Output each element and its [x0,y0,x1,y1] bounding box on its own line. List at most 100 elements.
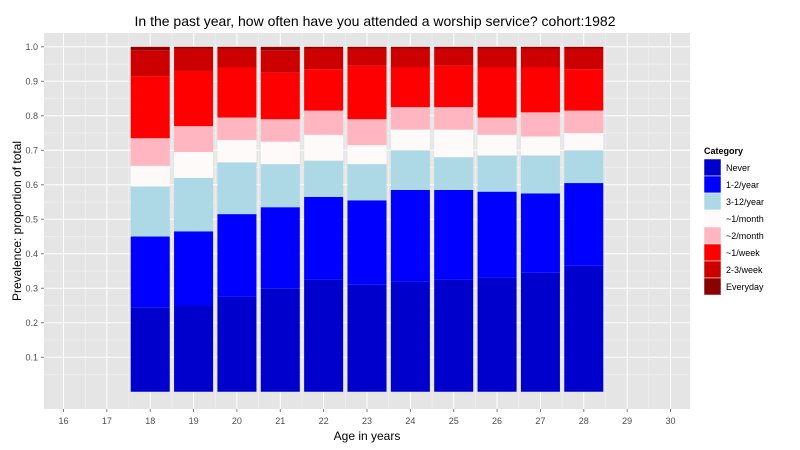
bar-segment [174,70,214,127]
bar-segment [304,48,344,70]
bar-segment [390,107,430,130]
x-tick-label: 25 [449,416,459,426]
bar-segment [434,46,474,49]
y-tick-label: 0.4 [25,249,38,259]
bar-segment [217,117,257,140]
bar-segment [520,67,560,113]
bar-segment [520,272,560,392]
bar-segment [260,288,300,392]
x-tick-label: 27 [535,416,545,426]
bar-segment [260,119,300,142]
bar-segment [520,112,560,137]
legend-label: 1-2/year [726,180,759,190]
legend-label: ~1/week [726,248,760,258]
x-tick-label: 19 [189,416,199,426]
bar-segment [217,162,257,215]
legend-label: Everyday [726,282,764,292]
bar-segment [130,138,170,166]
bar-segment [347,65,387,120]
y-tick-label: 0.9 [25,76,38,86]
bar-segment [217,48,257,68]
legend-label: ~2/month [726,231,764,241]
legend-label: 2-3/week [726,265,763,275]
bar-segment [477,46,517,49]
bar-segment [260,50,300,73]
y-tick-label: 0.8 [25,111,38,121]
legend-items: Never 1-2/year 3-12/year ~1/month ~2/month ~1… [703,158,764,296]
bar-segment [434,189,474,280]
bar-segment [130,76,170,139]
bar-segment [390,150,430,190]
y-tick-label: 0.1 [25,352,38,362]
bar-segment [130,165,170,187]
bar-segment [174,46,214,49]
x-tick-label: 21 [275,416,285,426]
bar-segment [520,48,560,68]
bar-segment [564,110,604,134]
legend-title: Category [704,146,743,156]
y-tick-label: 0.2 [25,318,38,328]
bar-segment [304,160,344,197]
bar-segment [260,72,300,120]
legend: Category Never 1-2/year 3-12/year ~1/month ~… [703,146,764,296]
bar-segment [390,46,430,49]
bar-segment [434,129,474,158]
bar-segment [347,164,387,201]
bar-segment [434,157,474,190]
bar-segment [434,107,474,130]
bar-segment [520,155,560,194]
legend-label: Never [726,163,750,173]
x-tick-label: 16 [59,416,69,426]
bar-segment [304,69,344,111]
bar-segment [434,65,474,108]
x-tick-label: 22 [319,416,329,426]
bar-segment [347,284,387,392]
legend-key [703,175,722,194]
x-tick-label: 18 [145,416,155,426]
x-tick-label: 30 [665,416,675,426]
bar-segment [477,117,517,135]
y-tick-label: 0.3 [25,283,38,293]
bar-segment [390,281,430,392]
x-tick-label: 29 [622,416,632,426]
legend-key [703,277,722,296]
legend-key [703,158,722,177]
x-axis-title: Age in years [334,429,401,443]
x-tick-label: 26 [492,416,502,426]
y-axis-title: Prevalence: proportion of total [10,141,24,301]
chart-title: In the past year, how often have you att… [135,13,616,29]
bar-segment [217,296,257,392]
bar-segment [174,177,214,232]
bar-segment [520,193,560,273]
x-tick-label: 28 [579,416,589,426]
bar-segment [477,277,517,392]
bar-segment [174,152,214,178]
legend-key [703,209,722,228]
x-tick-label: 17 [102,416,112,426]
bar-segment [477,48,517,68]
bar-segment [390,48,430,68]
bar-segment [347,48,387,66]
bar-segment [130,307,170,392]
bar-segment [520,46,560,49]
bar-segment [260,141,300,165]
bar-segment [304,110,344,135]
bar-segment [434,279,474,392]
x-tick-label: 24 [405,416,415,426]
bar-segment [260,46,300,51]
bar-segment [347,200,387,285]
bar-segment [217,139,257,163]
y-axis: 0.1 0.2 0.3 0.4 0.5 0.6 0.7 0.8 0.9 1.0 [25,42,44,362]
bar-segment [477,134,517,156]
bar-segment [304,279,344,392]
bar-segment [174,126,214,153]
legend-label: 3-12/year [726,197,764,207]
bar-segment [564,183,604,266]
legend-key [703,192,722,211]
bar-segment [434,48,474,66]
bar-segment [564,133,604,151]
bar-segment [260,164,300,208]
y-tick-label: 1.0 [25,42,38,52]
legend-key [703,243,722,262]
